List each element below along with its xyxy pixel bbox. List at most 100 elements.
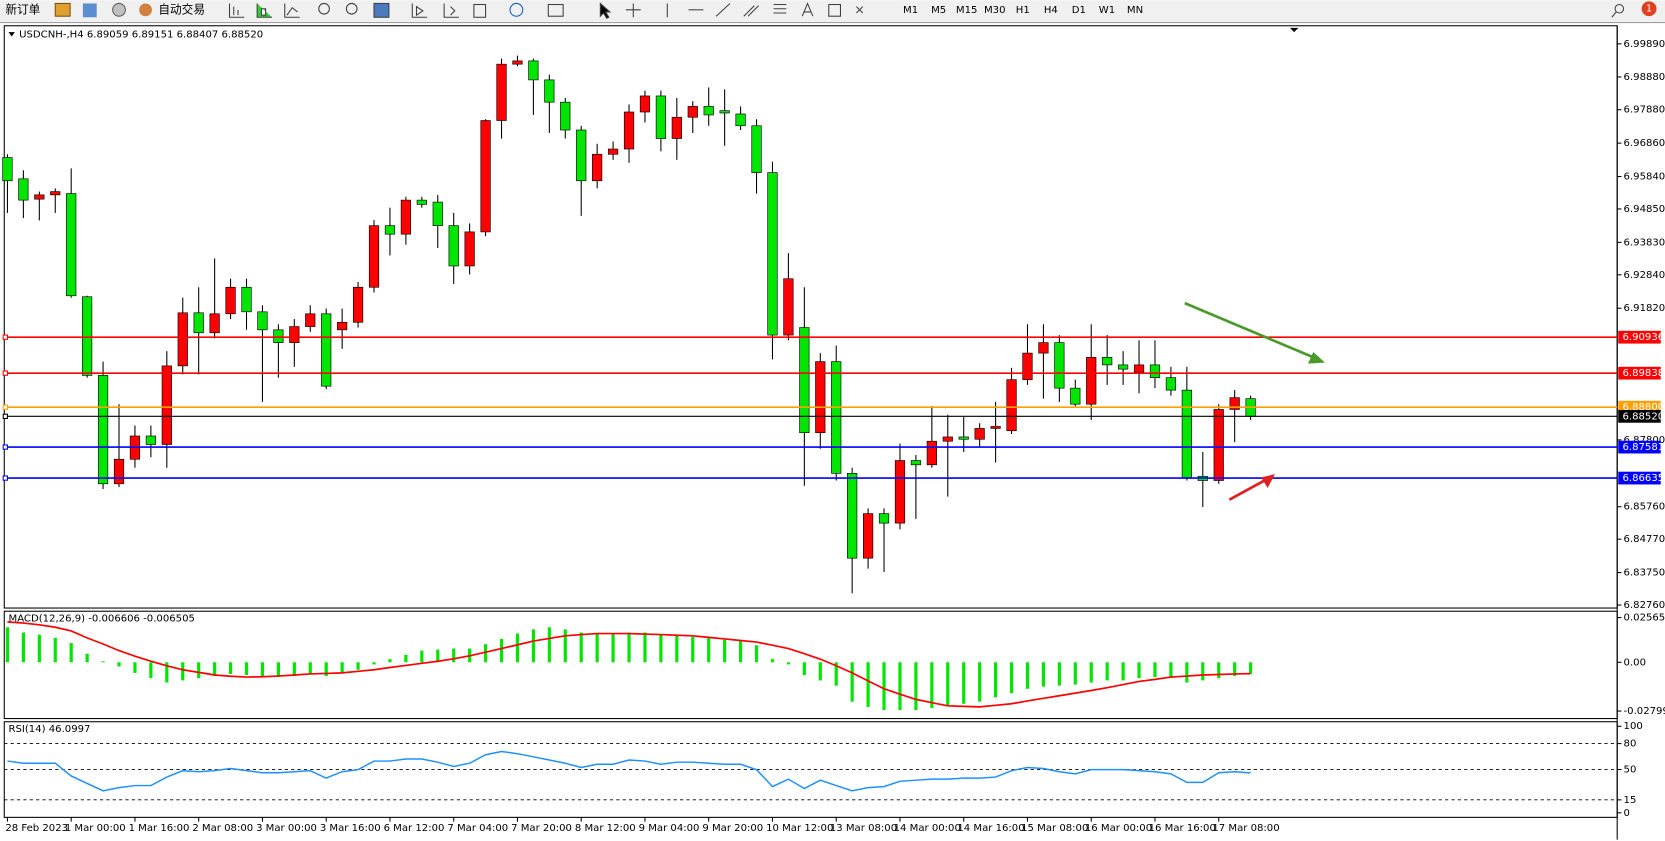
- timeframe-button[interactable]: M1: [903, 5, 918, 16]
- search-icon[interactable]: [1611, 11, 1617, 18]
- notification-badge[interactable]: [1641, 1, 1657, 17]
- candle-body: [958, 436, 969, 440]
- symbol-menu-marker[interactable]: [8, 32, 15, 37]
- candle-body: [2, 157, 13, 182]
- candle-body: [894, 460, 906, 524]
- macd-histogram-bar: [101, 661, 105, 663]
- icon[interactable]: [284, 3, 300, 18]
- candle-body: [193, 312, 204, 334]
- y-tick-label: 6.97880: [1624, 105, 1665, 116]
- candle-body: [480, 120, 491, 233]
- y-tick-label: 6.82760: [1624, 600, 1665, 611]
- macd-histogram-bar: [404, 654, 408, 663]
- macd-histogram-bar: [213, 662, 217, 677]
- timeframe-button[interactable]: H1: [1016, 5, 1030, 16]
- search-icon[interactable]: [1614, 3, 1625, 14]
- candle-body: [926, 440, 937, 466]
- icon[interactable]: [509, 2, 524, 17]
- macd-histogram-bar: [21, 632, 25, 663]
- candle-body: [1006, 379, 1017, 432]
- macd-histogram-bar: [499, 638, 504, 663]
- candle-body: [528, 60, 539, 81]
- icon[interactable]: [599, 2, 612, 20]
- timeframe-button[interactable]: M30: [984, 5, 1006, 16]
- macd-histogram-bar: [1169, 662, 1173, 679]
- candle-body: [113, 458, 125, 485]
- y-tick-label: 50: [1624, 765, 1637, 776]
- candle-body: [257, 311, 268, 331]
- candle-body: [66, 193, 77, 297]
- icon[interactable]: [625, 3, 641, 18]
- candle-body: [974, 428, 985, 440]
- level-label: 6.90936: [1622, 332, 1664, 343]
- macd-histogram-bar: [850, 662, 854, 702]
- level-label: 6.87581: [1622, 442, 1664, 453]
- icon[interactable]: [856, 6, 864, 14]
- icon[interactable]: [547, 3, 564, 17]
- icon[interactable]: [54, 2, 71, 17]
- y-tick-label: -0.027995: [1624, 706, 1665, 717]
- candle-body: [352, 286, 364, 323]
- candle-body: [1213, 409, 1224, 481]
- icon[interactable]: [228, 3, 245, 18]
- macd-title: MACD(12,26,9) -0.006606 -0.006505: [9, 614, 195, 625]
- candle-body: [464, 231, 475, 267]
- candle-body: [815, 361, 826, 434]
- timeframe-button[interactable]: M15: [956, 5, 978, 16]
- candle-body: [751, 125, 762, 173]
- icon[interactable]: [318, 2, 330, 15]
- annotations: [1184, 301, 1325, 501]
- y-tick-label: 6.92840: [1624, 270, 1665, 281]
- macd-histogram-bar: [930, 662, 934, 708]
- macd-histogram-bar: [962, 662, 966, 704]
- new-order-button[interactable]: 新订单: [5, 2, 40, 16]
- icon[interactable]: [801, 2, 814, 17]
- icon[interactable]: [345, 2, 358, 15]
- trend-arrow-head: [1307, 351, 1325, 364]
- macd-signal-line: [7, 621, 1251, 708]
- icon[interactable]: [715, 3, 731, 17]
- candle-body: [878, 513, 890, 524]
- timeframe-button[interactable]: W1: [1099, 5, 1115, 16]
- icon[interactable]: [112, 2, 126, 17]
- icon[interactable]: [773, 3, 787, 14]
- candle-body: [337, 321, 348, 331]
- icon[interactable]: [411, 3, 428, 18]
- icon[interactable]: [828, 3, 842, 17]
- macd-histogram-bar: [691, 636, 695, 663]
- level-label-bg: [1618, 330, 1661, 344]
- candle-body: [1118, 364, 1129, 370]
- y-tick-label: 6.95840: [1624, 172, 1665, 183]
- macd-histogram-bar: [866, 662, 870, 707]
- candle-body: [512, 60, 523, 65]
- candle-body: [1102, 357, 1113, 366]
- x-tick-label: 8 Mar 12:00: [575, 823, 636, 834]
- macd-histogram-bar: [1233, 662, 1237, 677]
- macd-histogram-bar: [723, 639, 727, 663]
- macd-histogram-bar: [372, 662, 376, 665]
- candle-body: [321, 313, 332, 387]
- icon[interactable]: [82, 3, 97, 18]
- timeframe-button[interactable]: H4: [1044, 5, 1058, 16]
- candle-body: [432, 201, 443, 226]
- y-tick-label: 6.98880: [1624, 72, 1665, 83]
- candle-body: [368, 225, 380, 288]
- icon[interactable]: [743, 5, 760, 17]
- timeframe-button[interactable]: D1: [1072, 5, 1086, 16]
- x-tick-label: 3 Mar 00:00: [256, 823, 317, 834]
- icon[interactable]: [139, 3, 152, 17]
- icon[interactable]: [443, 3, 460, 18]
- icon[interactable]: [473, 3, 487, 18]
- macd-histogram-bar: [627, 632, 631, 663]
- timeframe-button[interactable]: M5: [931, 5, 946, 16]
- y-tick-label: 80: [1624, 739, 1637, 750]
- candle-body: [623, 111, 635, 150]
- auto-trading-button[interactable]: 自动交易: [158, 2, 205, 16]
- macd-histogram-bar: [1153, 662, 1157, 678]
- timeframe-button[interactable]: MN: [1127, 5, 1143, 16]
- icon[interactable]: [373, 2, 390, 18]
- notification-count[interactable]: 1: [1646, 3, 1652, 14]
- macd-histogram-bar: [1089, 662, 1093, 683]
